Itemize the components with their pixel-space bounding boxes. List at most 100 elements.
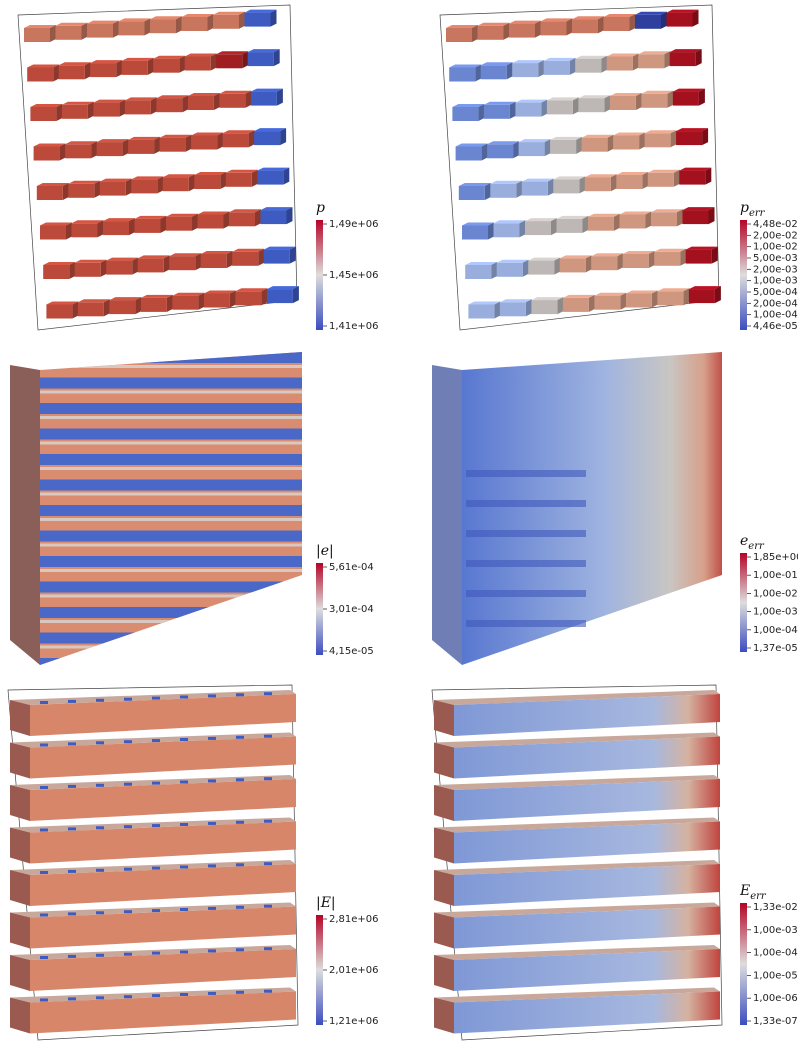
box-front [616, 175, 643, 189]
box-front [247, 52, 274, 67]
bar-spot [96, 741, 104, 745]
bar-top [434, 987, 720, 1003]
box-side [62, 183, 69, 200]
bar-front [30, 736, 296, 779]
colorbar-tick-label: 2,00e-03 [753, 264, 798, 275]
bar-spot [236, 863, 244, 867]
stripe [40, 403, 302, 414]
box-side [150, 97, 157, 115]
box-top [260, 207, 293, 211]
bar-spot [68, 912, 76, 916]
bar-spot [264, 734, 272, 738]
box-front [591, 256, 618, 271]
bar-front [30, 991, 296, 1034]
box-front [106, 260, 133, 275]
stripe-light [40, 518, 302, 521]
box-side [245, 90, 252, 108]
box-side [614, 213, 620, 231]
box-top [622, 251, 655, 254]
box-top [213, 11, 245, 15]
box-front [58, 65, 85, 80]
box-front [575, 58, 602, 73]
box-front [644, 133, 671, 148]
box-side [270, 9, 277, 27]
box-front [216, 54, 243, 69]
bar-front [454, 736, 720, 779]
box-front [68, 183, 95, 198]
box-front [553, 179, 580, 194]
box-side [69, 262, 76, 279]
box-front [487, 144, 514, 159]
box-front [685, 249, 712, 264]
box-side [179, 55, 186, 73]
box-top [525, 218, 557, 222]
bar-front [30, 906, 296, 949]
box-front [172, 295, 199, 310]
box-top [490, 180, 523, 184]
box-top [679, 167, 712, 171]
box-front [480, 65, 507, 80]
stripe-light [40, 620, 302, 623]
box-top [619, 211, 652, 215]
colorbar-tick-label: 1,33e-02 [753, 902, 798, 913]
stripe-light [40, 594, 302, 598]
box-top [118, 18, 151, 22]
box-front [588, 216, 614, 231]
bar-front [30, 864, 296, 906]
box-front [257, 170, 284, 185]
box-side [519, 220, 526, 238]
bar-spot [40, 701, 48, 704]
box-front [40, 225, 66, 240]
box-top [462, 222, 494, 226]
bar-spot [208, 821, 216, 825]
box-top [159, 134, 192, 138]
bar-spot [264, 904, 272, 908]
box-front [109, 300, 136, 315]
box-top [616, 172, 649, 175]
bar-spot [180, 950, 188, 954]
box-front [613, 135, 640, 150]
box-front [118, 21, 145, 36]
stripe-light [40, 492, 302, 496]
box-top [172, 292, 205, 296]
bar-front [30, 779, 296, 821]
box-top [36, 183, 69, 186]
box-top [465, 262, 498, 265]
box-side [188, 174, 195, 192]
box-side [579, 176, 586, 194]
box-side [554, 257, 561, 275]
box-side [509, 101, 516, 119]
bar-spot [180, 908, 188, 911]
box-front [493, 223, 520, 238]
bar-front [454, 864, 720, 906]
box-front [137, 258, 164, 273]
box-side [220, 172, 227, 189]
box-front [128, 139, 155, 154]
box-side [598, 16, 604, 34]
box-side [251, 169, 258, 187]
bar-spot [40, 998, 48, 1002]
stripe [466, 530, 586, 537]
box-top [553, 176, 586, 180]
box-top [219, 90, 252, 94]
box-top [584, 174, 617, 178]
box-top [515, 99, 548, 103]
box-side [632, 53, 639, 71]
colorbar-tick-label: 1,33e-07 [753, 1016, 798, 1027]
box-front [194, 175, 221, 189]
box-side [276, 88, 283, 106]
box-top [121, 57, 154, 61]
box-front [169, 256, 196, 271]
box-front [65, 144, 92, 159]
colorbar-symbol: |e| [316, 543, 334, 559]
box-top [578, 95, 611, 99]
box-front [197, 214, 224, 229]
bar-spot [208, 736, 216, 740]
colorbar [316, 563, 323, 655]
box-top [137, 255, 170, 259]
box-top [688, 286, 721, 290]
box-top [682, 207, 715, 211]
bar-spot [68, 699, 76, 703]
box-top [581, 134, 614, 138]
